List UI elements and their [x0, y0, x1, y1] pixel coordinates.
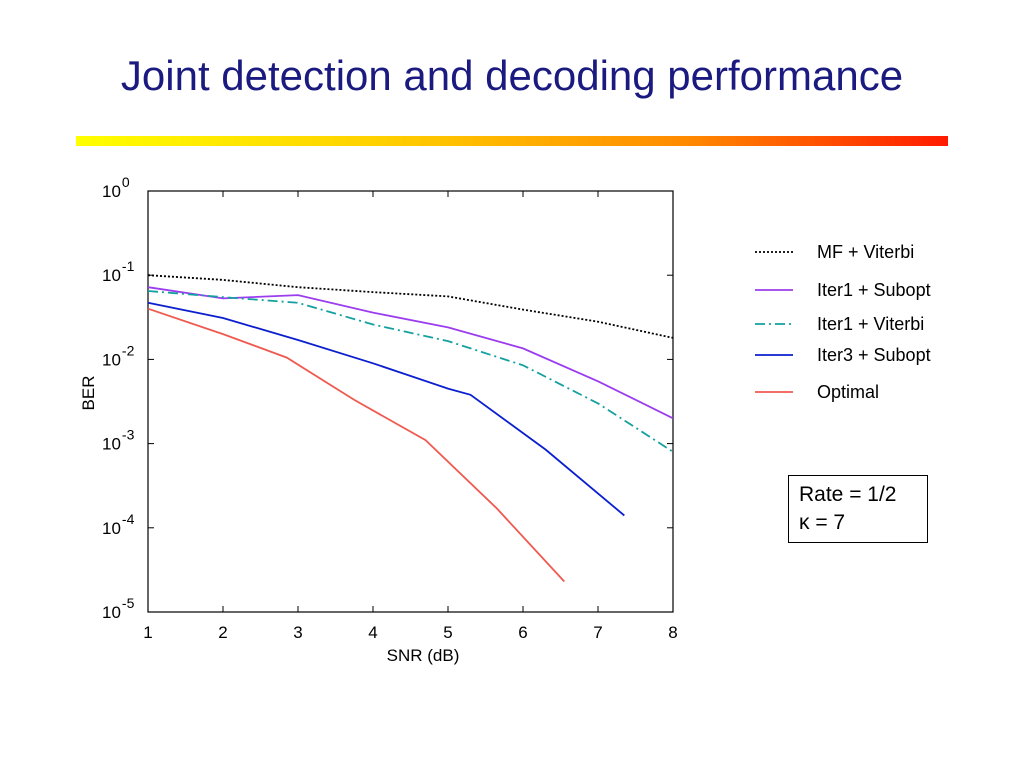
x-tick-label: 2: [218, 623, 227, 642]
series-line-iter3-subopt: [147, 301, 625, 517]
legend-label: MF + Viterbi: [817, 242, 914, 262]
slide-title: Joint detection and decoding performance: [120, 52, 904, 99]
x-axis-ticks: 1 2 3 4 5 6 7 8: [143, 191, 678, 642]
x-axis-label: SNR (dB): [387, 646, 460, 665]
parameter-box: Rate = 1/2 κ = 7: [788, 475, 928, 543]
rate-label: Rate = 1/2: [799, 483, 897, 506]
y-tick-label: 10-1: [102, 258, 135, 285]
x-tick-label: 8: [668, 623, 677, 642]
legend: MF + Viterbi Iter1 + Subopt Iter1 + Viterb…: [755, 242, 931, 402]
x-tick-label: 5: [443, 623, 452, 642]
kappa-label: κ = 7: [799, 511, 846, 534]
title-gradient-rule: [76, 136, 948, 146]
series-line-iter1-viterbi: [147, 290, 674, 453]
y-axis-label: BER: [79, 376, 98, 411]
series-line-iter1-subopt: [147, 286, 674, 420]
y-tick-label: 10-3: [102, 427, 135, 454]
legend-label: Iter3 + Subopt: [817, 345, 931, 365]
series-lines: [147, 274, 674, 583]
y-axis-ticks: 100 10-1 10-2 10-3 10-4 10-5: [102, 174, 673, 622]
y-tick-label: 100: [102, 174, 130, 201]
series-line-optimal: [147, 307, 565, 583]
legend-label: Iter1 + Viterbi: [817, 314, 924, 334]
legend-label: Optimal: [817, 382, 879, 402]
x-tick-label: 3: [293, 623, 302, 642]
y-tick-label: 10-4: [102, 511, 135, 538]
y-tick-label: 10-2: [102, 342, 135, 369]
x-tick-label: 1: [143, 623, 152, 642]
x-tick-label: 4: [368, 623, 377, 642]
y-tick-label: 10-5: [102, 595, 135, 622]
x-tick-label: 6: [518, 623, 527, 642]
series-line-mf-viterbi: [147, 274, 674, 339]
legend-label: Iter1 + Subopt: [817, 280, 931, 300]
x-tick-label: 7: [593, 623, 602, 642]
plot-frame: [147, 190, 674, 613]
